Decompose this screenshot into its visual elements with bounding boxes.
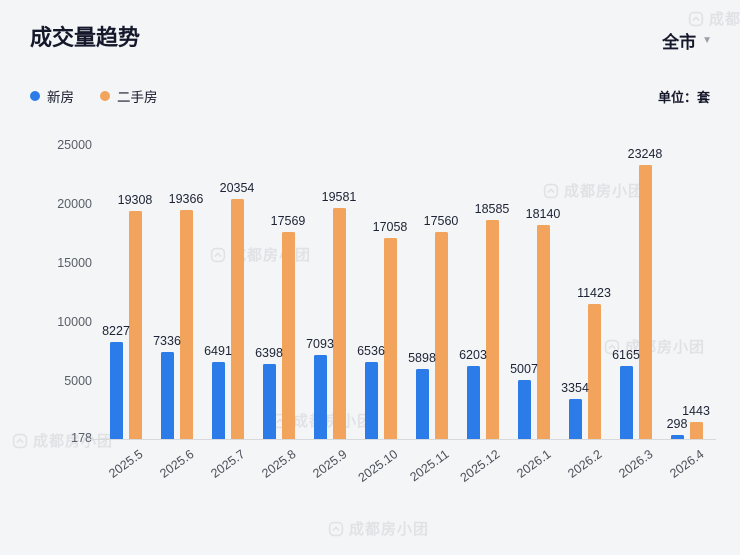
new-home-value-label: 3354 [561, 381, 589, 396]
watermark-logo-icon [12, 433, 28, 448]
resale-home-value-label: 17569 [270, 213, 306, 228]
watermark-logo-icon [328, 521, 344, 536]
resale-home-bar [434, 231, 448, 439]
new-home-bar [262, 363, 276, 439]
legend-dot-resale-homes [100, 91, 110, 101]
chart-legend: 新房 二手房 [30, 86, 158, 106]
resale-home-value-label: 19366 [168, 192, 204, 207]
watermark-text: 成都房小团 [33, 433, 114, 450]
new-home-value-label: 6491 [204, 344, 232, 359]
watermark-logo-icon [688, 11, 704, 26]
x-axis-label: 2025.5 [106, 447, 146, 481]
legend-label-new-homes: 新房 [47, 90, 74, 105]
resale-home-bar [230, 198, 244, 439]
new-home-bar [160, 352, 174, 439]
resale-home-bar [638, 164, 652, 439]
resale-home-bar [536, 224, 550, 439]
watermark: 成都房小团 [328, 518, 429, 539]
new-home-bar [109, 341, 123, 439]
x-axis-line [90, 439, 716, 440]
resale-home-bar [587, 304, 601, 439]
x-axis-label: 2025.12 [457, 447, 503, 485]
new-home-value-label: 5007 [510, 361, 538, 376]
x-axis-label: 2025.10 [355, 447, 401, 485]
chevron-down-icon: ▼ [702, 35, 712, 46]
x-axis-label: 2025.11 [407, 447, 452, 485]
x-axis-label: 2026.2 [565, 447, 605, 481]
y-axis-label: 5000 [64, 374, 92, 388]
x-axis-label: 2026.4 [667, 447, 707, 481]
new-home-bar [670, 435, 684, 439]
resale-home-value-label: 1443 [682, 403, 710, 418]
new-home-bar [211, 362, 225, 439]
watermark: 成都房小团 [688, 8, 740, 29]
y-axis: 25000 20000 15000 10000 5000 178 [18, 138, 92, 445]
resale-home-value-label: 19581 [321, 189, 357, 204]
new-home-value-label: 5898 [408, 351, 436, 366]
resale-home-value-label: 19308 [117, 193, 153, 208]
new-home-value-label: 6203 [459, 347, 487, 362]
legend-label-resale-homes: 二手房 [117, 90, 158, 105]
new-home-bar [517, 379, 531, 439]
resale-home-value-label: 18585 [474, 201, 510, 216]
legend-item-resale-homes: 二手房 [100, 86, 158, 106]
x-axis-label: 2025.7 [208, 447, 248, 481]
new-home-bar [619, 366, 633, 439]
region-selector[interactable]: 全市 ▼ [662, 28, 712, 53]
watermark-text: 成都房小团 [349, 521, 430, 538]
new-home-value-label: 298 [666, 417, 688, 432]
y-axis-label: 15000 [57, 256, 92, 270]
new-home-value-label: 6165 [612, 348, 640, 363]
watermark-logo-icon [604, 339, 620, 354]
plot-area: 8227 19308 2025.5 7336 19366 2025.6 6491 20354 2… [90, 145, 716, 485]
resale-home-bar [689, 421, 703, 439]
watermark-text: 成都房小团 [564, 183, 645, 200]
watermark-logo-icon [543, 183, 559, 198]
page-title: 成交量趋势 [30, 25, 141, 50]
resale-home-value-label: 23248 [627, 146, 663, 161]
y-axis-label: 10000 [57, 315, 92, 329]
y-axis-label: 25000 [57, 138, 92, 152]
watermark: 成都房小团 [12, 430, 113, 451]
new-home-bar [466, 365, 480, 439]
watermark-logo-icon [210, 247, 226, 262]
watermark-text: 成都房小团 [709, 11, 740, 28]
resale-home-value-label: 20354 [219, 180, 255, 195]
new-home-value-label: 6398 [255, 345, 283, 360]
x-axis-label: 2026.3 [616, 447, 656, 481]
new-home-bar [415, 369, 429, 439]
y-axis-label: 20000 [57, 197, 92, 211]
resale-home-value-label: 11423 [577, 286, 611, 301]
new-home-bar [313, 355, 327, 439]
new-home-bar [364, 361, 378, 439]
y-axis-label: 178 [71, 430, 92, 445]
x-axis-label: 2026.1 [514, 447, 554, 481]
new-home-value-label: 8227 [102, 323, 130, 338]
legend-dot-new-homes [30, 91, 40, 101]
legend-item-new-homes: 新房 [30, 86, 74, 106]
new-home-value-label: 7093 [306, 337, 334, 352]
unit-label: 单位：套 [657, 90, 710, 105]
new-home-bar [568, 399, 582, 439]
region-selector-label: 全市 [662, 33, 697, 52]
new-home-value-label: 6536 [357, 343, 385, 358]
resale-home-value-label: 17560 [423, 213, 459, 228]
x-axis-label: 2025.9 [310, 447, 350, 481]
x-axis-label: 2025.8 [259, 447, 299, 481]
x-axis-label: 2025.6 [157, 447, 197, 481]
resale-home-value-label: 18140 [525, 206, 561, 221]
resale-home-bar [179, 210, 193, 439]
resale-home-bar [128, 211, 142, 439]
resale-home-bar [383, 237, 397, 439]
new-home-value-label: 7336 [153, 334, 181, 349]
resale-home-bar [281, 231, 295, 439]
resale-home-value-label: 17058 [372, 219, 408, 234]
watermark: 成都房小团 [543, 180, 644, 201]
resale-home-bar [332, 207, 346, 439]
resale-home-bar [485, 219, 499, 439]
